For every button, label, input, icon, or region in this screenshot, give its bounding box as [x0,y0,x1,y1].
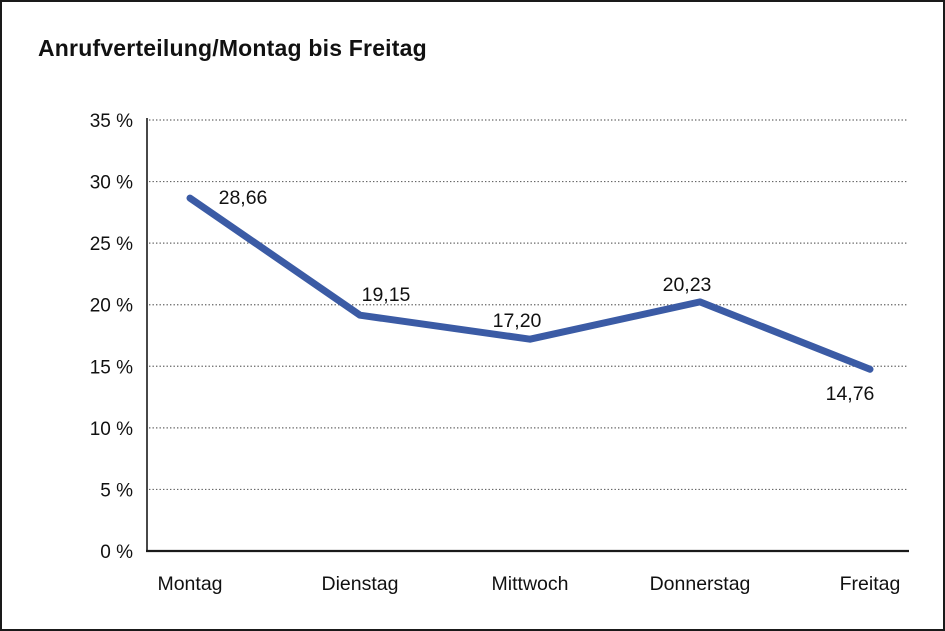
chart-title: Anrufverteilung/Montag bis Freitag [38,35,427,61]
y-tick-label: 0 % [100,542,133,563]
x-tick-label: Montag [157,573,222,595]
point-label: 14,76 [826,383,875,405]
point-label: 28,66 [219,187,268,209]
y-tick-label: 35 % [90,111,133,132]
y-tick-label: 5 % [100,480,133,501]
x-tick-label: Freitag [840,573,901,595]
y-tick-label: 20 % [90,296,133,317]
y-tick-label: 30 % [90,173,133,194]
point-label: 19,15 [362,284,411,306]
data-line [186,194,874,373]
point-label: 20,23 [663,274,712,296]
point-label: 17,20 [493,310,542,332]
y-tick-label: 15 % [90,357,133,378]
x-tick-label: Mittwoch [492,573,569,595]
y-tick-label: 25 % [90,234,133,255]
y-tick-label: 10 % [90,419,133,440]
x-tick-label: Dienstag [322,573,399,595]
x-tick-label: Donnerstag [650,573,751,595]
